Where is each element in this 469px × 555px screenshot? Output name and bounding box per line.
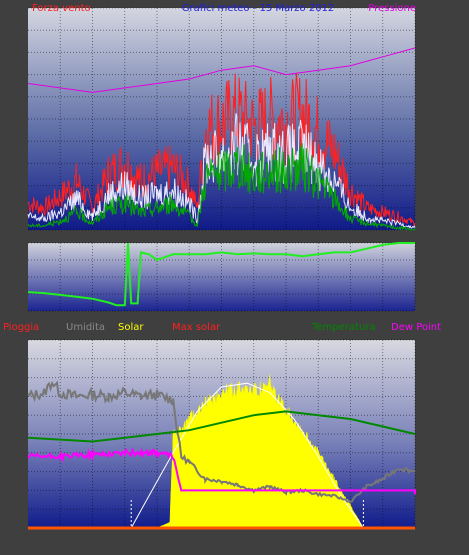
direction-series	[27, 242, 415, 307]
dew-point-line	[27, 447, 416, 495]
pressure-line	[27, 47, 416, 93]
max-solar-curve	[130, 382, 364, 529]
chart-date-title: Grafici meteo - 15 Marzo 2012	[182, 3, 335, 14]
humidity-line	[27, 380, 416, 503]
temperature-line	[27, 410, 416, 443]
wind-plot-area	[28, 8, 415, 230]
legend-solar: Solar	[118, 322, 144, 333]
legend-max-solar: Max solar	[172, 322, 221, 333]
climate-series	[27, 374, 416, 530]
pressure-label: Pressione	[368, 3, 416, 14]
legend-rain: Pioggia	[3, 322, 39, 333]
legend-humidity: Umidita	[66, 322, 105, 333]
legend-dew-point: Dew Point	[391, 322, 441, 333]
direction-grid	[28, 242, 416, 312]
wind-series	[27, 47, 416, 232]
wind-grid	[28, 7, 416, 231]
wind-direction-line	[27, 242, 415, 307]
wind-min-line	[27, 143, 416, 232]
legend-temperature: Temperatura	[311, 322, 376, 333]
wind-force-label: Forza vento	[32, 3, 91, 14]
